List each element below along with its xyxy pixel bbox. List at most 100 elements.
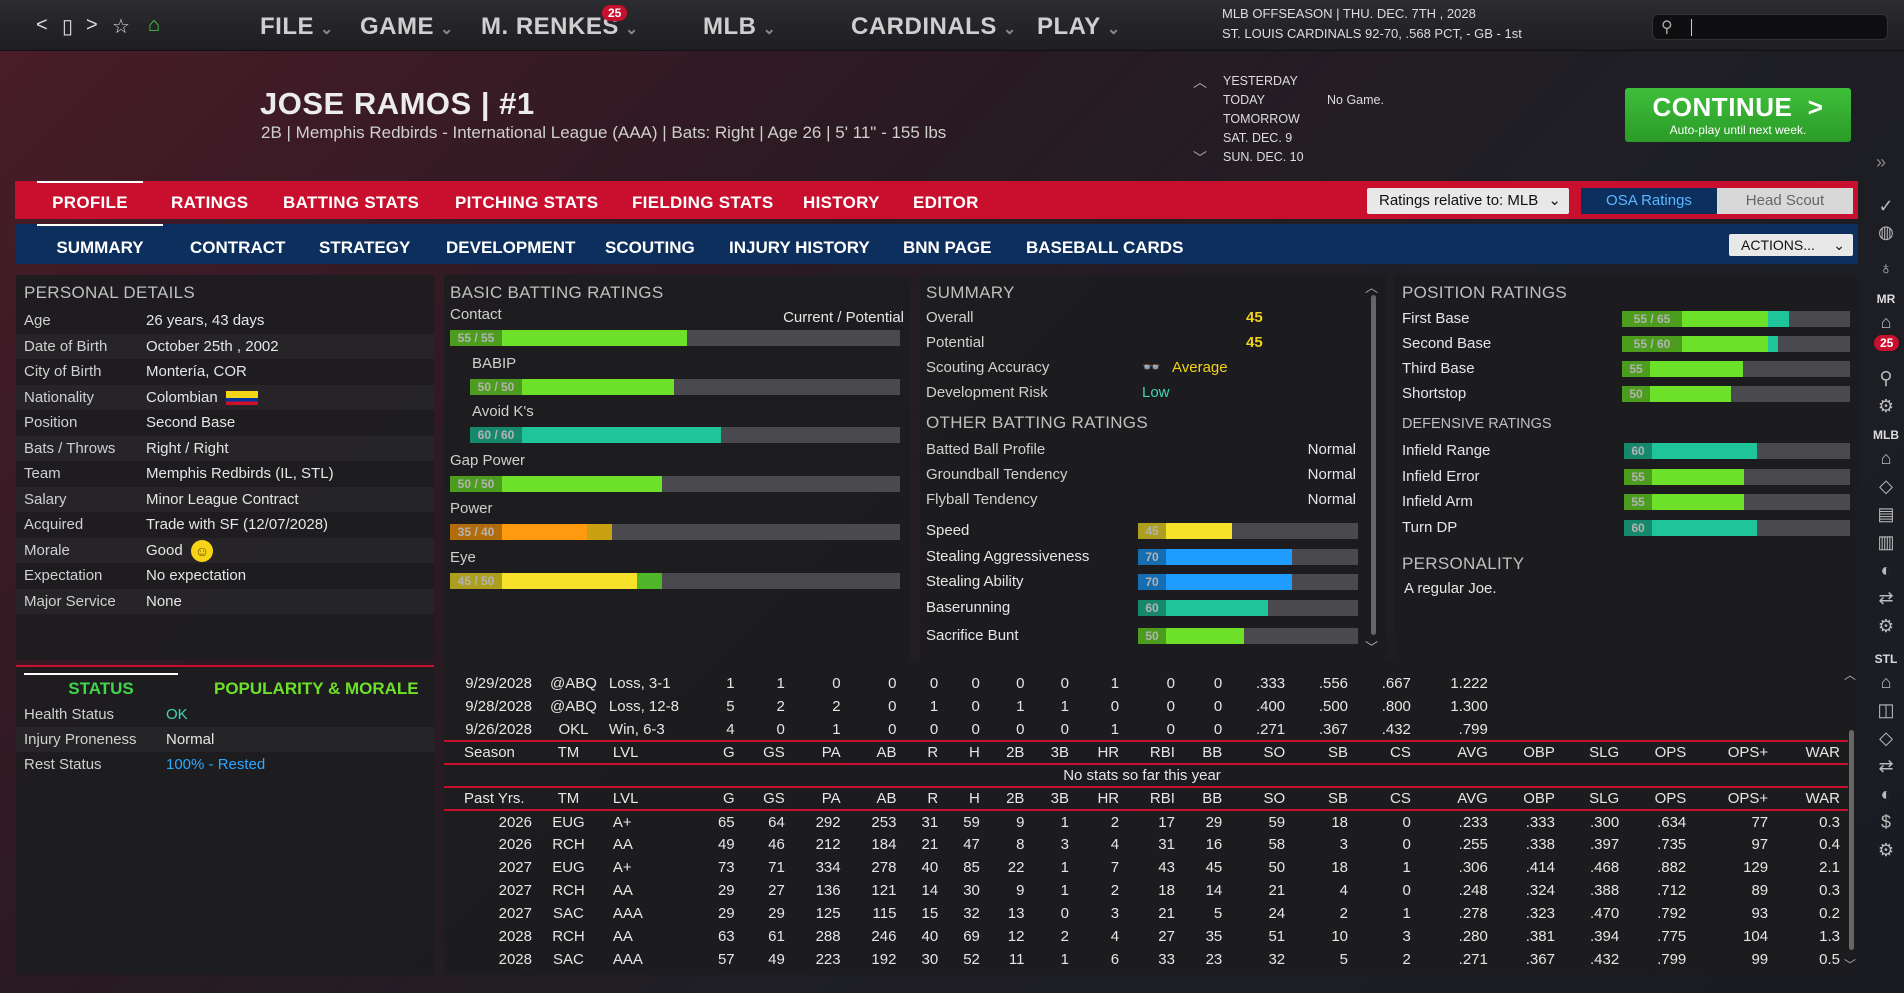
header-cell[interactable]: CS (1356, 740, 1419, 765)
collapse-icon[interactable]: » (1876, 152, 1887, 172)
diamond-icon[interactable]: ◇ (1879, 728, 1893, 748)
tab-editor[interactable]: EDITOR (913, 193, 979, 212)
star-icon[interactable]: ☆ (112, 16, 130, 38)
schedule-day[interactable]: SAT. DEC. 9 (1223, 131, 1293, 145)
bulb-icon[interactable]: ♁ (1879, 258, 1893, 278)
header-cell[interactable]: TM (540, 740, 605, 765)
header-cell[interactable]: AB (848, 740, 905, 765)
schedule-day[interactable]: SUN. DEC. 10 (1223, 150, 1304, 164)
header-cell[interactable]: Season (444, 740, 540, 765)
schedule-up-icon[interactable]: ︿ (1193, 74, 1207, 90)
header-cell[interactable]: R (904, 786, 947, 811)
stats-scroll-down-icon[interactable]: ﹀ (1843, 958, 1856, 972)
header-cell[interactable]: 3B (1032, 740, 1077, 765)
schedule-day[interactable]: TOMORROW (1223, 112, 1300, 126)
header-cell[interactable]: LVL (604, 740, 701, 765)
dollar-icon[interactable]: $ (1880, 812, 1891, 832)
header-cell[interactable]: R (904, 740, 947, 765)
news-icon[interactable]: ▤ (1877, 504, 1895, 524)
header-cell[interactable]: SO (1230, 786, 1294, 811)
menu-cardinals[interactable]: CARDINALS ⌄ (851, 13, 1017, 40)
tab-summary[interactable]: SUMMARY (37, 224, 163, 264)
header-cell[interactable]: RBI (1127, 740, 1183, 765)
tab-history[interactable]: HISTORY (803, 193, 880, 212)
header-cell[interactable]: Past Yrs. (444, 786, 540, 811)
header-cell[interactable]: OPS+ (1694, 786, 1777, 811)
menu-manager[interactable]: M. RENKES ⌄ (481, 13, 639, 40)
header-cell[interactable]: OBP (1495, 786, 1563, 811)
header-cell[interactable]: HR (1076, 786, 1128, 811)
tab-popularity-morale[interactable]: POPULARITY & MORALE (214, 679, 419, 698)
tab-pitching-stats[interactable]: PITCHING STATS (455, 193, 599, 212)
past-year-row[interactable]: 2028 RCH AA 63 61 288 246 40 69 12 2 4 27 35 51 10 3 .280… (444, 925, 1848, 948)
baseball-icon[interactable]: ◐ (1880, 560, 1892, 580)
tab-baseball-cards[interactable]: BASEBALL CARDS (1026, 238, 1184, 257)
past-year-row[interactable]: 2026 RCH AA 49 46 212 184 21 47 8 3 4 31 16 58 3 0 .255 .3… (444, 833, 1848, 856)
header-cell[interactable]: PA (792, 740, 849, 765)
search-side-icon[interactable]: ⚲ (1879, 368, 1893, 388)
header-cell[interactable]: AB (848, 786, 905, 811)
header-cell[interactable]: AVG (1418, 786, 1496, 811)
past-year-row[interactable]: 2027 RCH AA 29 27 136 121 14 30 9 1 2 18 14 21 4 0 .248 .3… (444, 879, 1848, 902)
menu-play[interactable]: PLAY ⌄ (1037, 13, 1121, 40)
schedule-day[interactable]: TODAY (1223, 93, 1265, 107)
tab-ratings[interactable]: RATINGS (171, 193, 249, 212)
schedule-down-icon[interactable]: ﹀ (1193, 150, 1207, 166)
past-year-row[interactable]: 2027 SAC AAA 29 29 125 115 15 32 13 0 3 21 5 24 2 1.278.… (444, 902, 1848, 925)
head-scout-toggle[interactable]: Head Scout (1717, 188, 1853, 214)
past-year-row[interactable]: 2028 SAC AAA 57 49 223 192 30 52 11 1 6 33 23 32 5 2.271… (444, 948, 1848, 971)
check-icon[interactable]: ✓ (1878, 196, 1894, 216)
header-cell[interactable]: SLG (1562, 740, 1628, 765)
header-cell[interactable]: BB (1182, 786, 1231, 811)
home-icon[interactable]: ⌂ (148, 14, 161, 36)
game-log-row[interactable]: 9/29/2028 @ABQ Loss, 3-1 1 1 0 0 0 0 0 0 1 0 0 .333 .55… (444, 672, 1848, 695)
header-cell[interactable]: WAR (1776, 786, 1848, 811)
house-icon[interactable]: ⌂ (1880, 312, 1892, 332)
header-cell[interactable]: G (700, 786, 743, 811)
tab-bnn-page[interactable]: BNN PAGE (903, 238, 992, 257)
osa-ratings-toggle[interactable]: OSA Ratings (1581, 188, 1717, 214)
header-cell[interactable]: WAR (1776, 740, 1848, 765)
menu-file[interactable]: FILE ⌄ (260, 13, 334, 40)
header-cell[interactable]: LVL (604, 786, 701, 811)
search-input[interactable]: ⚲ (1652, 14, 1888, 40)
header-cell[interactable]: PA (792, 786, 849, 811)
header-cell[interactable]: RBI (1127, 786, 1183, 811)
header-cell[interactable]: AVG (1418, 740, 1496, 765)
stats-scroll-up-icon[interactable]: ︿ (1843, 668, 1856, 682)
house-icon[interactable]: ⌂ (1880, 672, 1892, 692)
header-cell[interactable]: 2B (987, 786, 1033, 811)
actions-dropdown[interactable]: ACTIONS... ⌄ (1729, 234, 1853, 256)
game-log-row[interactable]: 9/26/2028 OKL Win, 6-3 4 0 1 0 0 0 0 0 1 0 0 .271 .367.… (444, 718, 1848, 741)
scroll-down-icon[interactable]: ﹀ (1364, 640, 1378, 655)
header-cell[interactable]: H (946, 786, 988, 811)
header-cell[interactable]: G (700, 740, 743, 765)
gear-icon[interactable]: ⚙ (1877, 396, 1895, 416)
header-cell[interactable]: OBP (1495, 740, 1563, 765)
past-year-row[interactable]: 2027 EUG A+ 73 71 334 278 40 85 22 1 7 43 45 50 18 1 .306… (444, 856, 1848, 879)
tab-scouting[interactable]: SCOUTING (605, 238, 695, 257)
tab-status[interactable]: STATUS (24, 673, 178, 699)
gear-icon[interactable]: ⚙ (1877, 840, 1895, 860)
header-cell[interactable]: OPS+ (1694, 740, 1777, 765)
tab-batting-stats[interactable]: BATTING STATS (283, 193, 420, 212)
header-cell[interactable]: HR (1076, 740, 1128, 765)
gear-icon[interactable]: ⚙ (1877, 616, 1895, 636)
tab-profile[interactable]: PROFILE (37, 181, 143, 219)
diamond-icon[interactable]: ◇ (1879, 476, 1893, 496)
schedule-day[interactable]: YESTERDAY (1223, 74, 1298, 88)
forward-icon[interactable]: > (86, 14, 98, 36)
tab-strategy[interactable]: STRATEGY (319, 238, 411, 257)
header-cell[interactable]: GS (742, 740, 793, 765)
game-log-row[interactable]: 9/28/2028 @ABQ Loss, 12-8 5 2 2 0 1 0 1 1 0 0 0 .400 .5… (444, 695, 1848, 718)
header-cell[interactable]: SB (1293, 786, 1357, 811)
header-cell[interactable]: BB (1182, 740, 1231, 765)
stats-scrollbar[interactable] (1849, 730, 1854, 950)
header-cell[interactable]: SB (1293, 740, 1357, 765)
tab-fielding-stats[interactable]: FIELDING STATS (632, 193, 774, 212)
transfer-icon[interactable]: ⇄ (1878, 588, 1894, 608)
header-cell[interactable]: SLG (1562, 786, 1628, 811)
transfer-icon[interactable]: ⇄ (1878, 756, 1894, 776)
stop-icon[interactable]: ▯ (62, 16, 74, 38)
summary-scrollbar[interactable] (1371, 295, 1376, 635)
